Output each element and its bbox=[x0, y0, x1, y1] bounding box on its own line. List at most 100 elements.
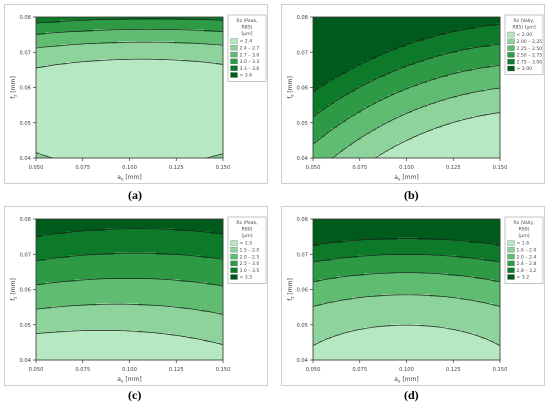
contour-cell bbox=[51, 38, 54, 41]
contour-cell bbox=[192, 116, 195, 119]
x-tick-label: 0.050 bbox=[29, 165, 44, 171]
contour-cell bbox=[210, 146, 213, 149]
contour-cell bbox=[219, 101, 222, 104]
contour-cell bbox=[379, 71, 382, 74]
contour-cell bbox=[454, 62, 457, 65]
contour-cell bbox=[195, 146, 198, 149]
contour-cell bbox=[361, 104, 364, 107]
contour-cell bbox=[394, 32, 397, 35]
contour-cell bbox=[45, 122, 48, 125]
contour-cell bbox=[328, 107, 331, 110]
contour-cell bbox=[355, 101, 358, 104]
contour-cell bbox=[180, 26, 183, 29]
contour-cell bbox=[99, 92, 102, 95]
contour-cell bbox=[87, 32, 90, 35]
contour-cell bbox=[415, 92, 418, 95]
contour-cell bbox=[219, 125, 222, 128]
contour-cell bbox=[45, 26, 48, 29]
contour-cell bbox=[478, 50, 481, 53]
contour-cell bbox=[72, 86, 75, 89]
contour-cell bbox=[189, 116, 192, 119]
contour-cell bbox=[183, 44, 186, 47]
contour-cell bbox=[394, 89, 397, 92]
contour-cell bbox=[352, 50, 355, 53]
contour-cell bbox=[204, 104, 207, 107]
contour-cell bbox=[69, 74, 72, 77]
contour-cell bbox=[60, 17, 63, 20]
contour-cell bbox=[75, 26, 78, 29]
contour-cell bbox=[162, 92, 165, 95]
contour-cell bbox=[436, 29, 439, 32]
contour-cell bbox=[424, 29, 427, 32]
contour-cell bbox=[144, 50, 147, 53]
contour-cell bbox=[463, 80, 466, 83]
contour-cell bbox=[81, 116, 84, 119]
contour-cell bbox=[207, 32, 210, 35]
contour-cell bbox=[382, 86, 385, 89]
contour-cell bbox=[484, 38, 487, 41]
legend-swatch bbox=[231, 45, 238, 50]
contour-cell bbox=[117, 143, 120, 146]
contour-cell bbox=[117, 86, 120, 89]
contour-cell bbox=[415, 65, 418, 68]
contour-cell bbox=[204, 119, 207, 122]
contour-cell bbox=[93, 74, 96, 77]
contour-cell bbox=[75, 125, 78, 128]
contour-cell bbox=[358, 50, 361, 53]
contour-cell bbox=[117, 101, 120, 104]
contour-cell bbox=[129, 116, 132, 119]
contour-cell bbox=[466, 38, 469, 41]
contour-cell bbox=[490, 95, 493, 98]
contour-cell bbox=[207, 113, 210, 116]
contour-cell bbox=[114, 80, 117, 83]
contour-cell bbox=[120, 95, 123, 98]
contour-cell bbox=[168, 20, 171, 23]
contour-cell bbox=[358, 41, 361, 44]
contour-cell bbox=[132, 131, 135, 134]
contour-cell bbox=[352, 110, 355, 113]
contour-cell bbox=[358, 104, 361, 107]
contour-cell bbox=[84, 32, 87, 35]
contour-cell bbox=[96, 83, 99, 86]
contour-cell bbox=[48, 119, 51, 122]
contour-cell bbox=[69, 143, 72, 146]
contour-cell bbox=[120, 107, 123, 110]
contour-cell bbox=[36, 101, 39, 104]
contour-cell bbox=[343, 44, 346, 47]
contour-cell bbox=[210, 50, 213, 53]
contour-cell bbox=[72, 146, 75, 149]
contour-cell bbox=[391, 74, 394, 77]
contour-cell bbox=[412, 47, 415, 50]
contour-cell bbox=[463, 35, 466, 38]
contour-cell bbox=[174, 137, 177, 140]
contour-cell bbox=[436, 41, 439, 44]
contour-cell bbox=[129, 128, 132, 131]
contour-cell bbox=[472, 44, 475, 47]
contour-cell bbox=[84, 137, 87, 140]
contour-cell bbox=[159, 146, 162, 149]
contour-cell bbox=[87, 80, 90, 83]
contour-cell bbox=[313, 32, 316, 35]
contour-cell bbox=[183, 20, 186, 23]
contour-cell bbox=[87, 35, 90, 38]
contour-cell bbox=[379, 35, 382, 38]
contour-cell bbox=[400, 62, 403, 65]
contour-cell bbox=[153, 83, 156, 86]
contour-cell bbox=[78, 35, 81, 38]
contour-cell bbox=[87, 107, 90, 110]
contour-cell bbox=[63, 140, 66, 143]
contour-cell bbox=[403, 68, 406, 71]
contour-cell bbox=[156, 86, 159, 89]
contour-cell bbox=[394, 17, 397, 20]
contour-cell bbox=[400, 77, 403, 80]
contour-cell bbox=[147, 71, 150, 74]
contour-cell bbox=[129, 50, 132, 53]
contour-cell bbox=[102, 83, 105, 86]
contour-cell bbox=[111, 17, 114, 20]
contour-cell bbox=[391, 59, 394, 62]
contour-cell bbox=[144, 128, 147, 131]
contour-cell bbox=[201, 62, 204, 65]
contour-cell bbox=[114, 98, 117, 101]
contour-cell bbox=[379, 89, 382, 92]
contour-cell bbox=[45, 59, 48, 62]
